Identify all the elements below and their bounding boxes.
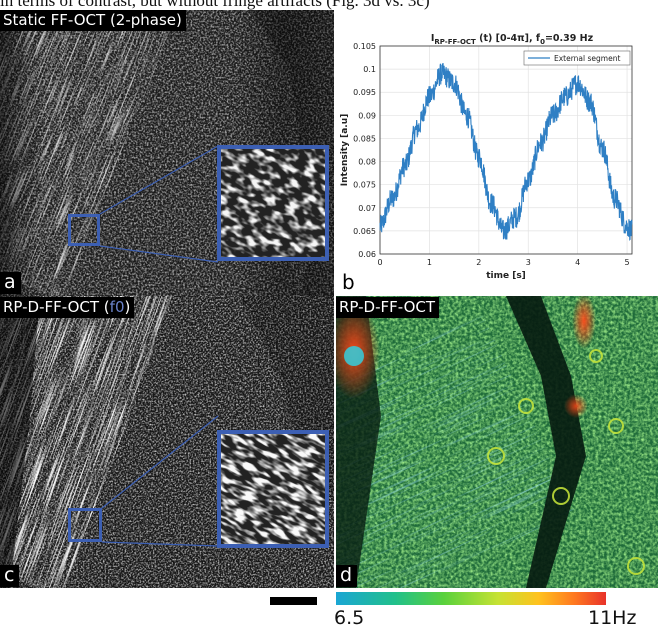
- panel-d-texture: [336, 296, 658, 588]
- y-tick-label: 0.105: [353, 42, 376, 51]
- zoom-line-top: [99, 145, 219, 215]
- x-tick-label: 3: [526, 258, 531, 267]
- colorbar: [336, 592, 606, 605]
- panel-a-title: Static FF-OCT (2-phase): [0, 10, 186, 31]
- chart-legend: External segment: [523, 50, 631, 66]
- x-axis-label: time [s]: [486, 271, 526, 281]
- y-tick-labels: 0.060.0650.070.0750.080.0850.090.0950.10…: [353, 42, 376, 259]
- y-tick-label: 0.07: [358, 204, 376, 213]
- panel-b-letter: b: [342, 270, 355, 294]
- scale-bar: [270, 597, 317, 605]
- x-tick-label: 2: [476, 258, 481, 267]
- panel-c-zoom-texture: [221, 434, 325, 544]
- x-tick-label: 4: [575, 258, 580, 267]
- panel-c-title-main: RP-D-FF-OCT (: [3, 298, 110, 316]
- panel-a-zoom-inset: [217, 145, 329, 261]
- chart-plot-frame: [379, 45, 633, 255]
- y-tick-label: 0.1: [363, 65, 376, 74]
- chart-title: IRP-FF-OCT (t) [0-4π], f0=0.39 Hz: [431, 33, 594, 46]
- colorbar-min-label: 6.5: [334, 607, 365, 629]
- legend-label: External segment: [554, 54, 620, 63]
- y-tick-label: 0.075: [353, 181, 376, 190]
- y-tick-label: 0.095: [353, 88, 376, 97]
- x-tick-label: 0: [377, 258, 382, 267]
- panel-c-letter: c: [0, 565, 20, 587]
- panel-c-title-end: ): [124, 298, 131, 316]
- y-tick-label: 0.065: [353, 227, 376, 236]
- panel-b-chart: 0.06 0.065 0.07 0.075 0.08 0.085 0.09 0.095 0.1 0…: [336, 10, 658, 296]
- panel-c-title: RP-D-FF-OCT (f0): [0, 297, 135, 318]
- legend-box: [523, 50, 631, 66]
- y-tick-label: 0.085: [353, 134, 376, 143]
- x-tick-label: 5: [625, 258, 630, 267]
- y-tick-label: 0.06: [358, 250, 376, 259]
- series-line-external-segment: [379, 63, 633, 241]
- x-tick-labels: 0 1 2 3 4 5: [377, 258, 629, 267]
- panel-c-roi-box: [68, 508, 102, 542]
- panel-c-zoom-inset: [217, 430, 329, 548]
- panel-d-letter: d: [336, 565, 358, 587]
- panel-a-zoom-lines: [99, 145, 219, 263]
- zoom-line-bottom: [101, 541, 219, 547]
- y-tick-label: 0.08: [358, 158, 376, 167]
- caption-fragment: in terms of contrast, but without fringe…: [0, 0, 430, 10]
- x-tick-label: 1: [427, 258, 432, 267]
- zoom-line-bottom: [99, 245, 219, 263]
- y-tick-label: 0.09: [358, 111, 376, 120]
- panel-a-zoom-texture: [221, 149, 325, 257]
- colorbar-max-label: 11Hz: [588, 607, 637, 629]
- intensity-chart: 0.060.0650.070.0750.080.0850.090.0950.10…: [340, 33, 633, 281]
- panel-a-roi-box: [68, 214, 100, 246]
- panel-c-zoom-lines: [101, 415, 219, 547]
- panel-a-letter: a: [0, 272, 21, 294]
- panel-c-title-f0: f0: [109, 298, 125, 316]
- panel-d-image: [336, 296, 658, 588]
- zoom-line-top: [101, 415, 219, 509]
- y-axis-label: Intensity [a.u]: [340, 114, 350, 186]
- panel-d-title: RP-D-FF-OCT: [336, 297, 440, 318]
